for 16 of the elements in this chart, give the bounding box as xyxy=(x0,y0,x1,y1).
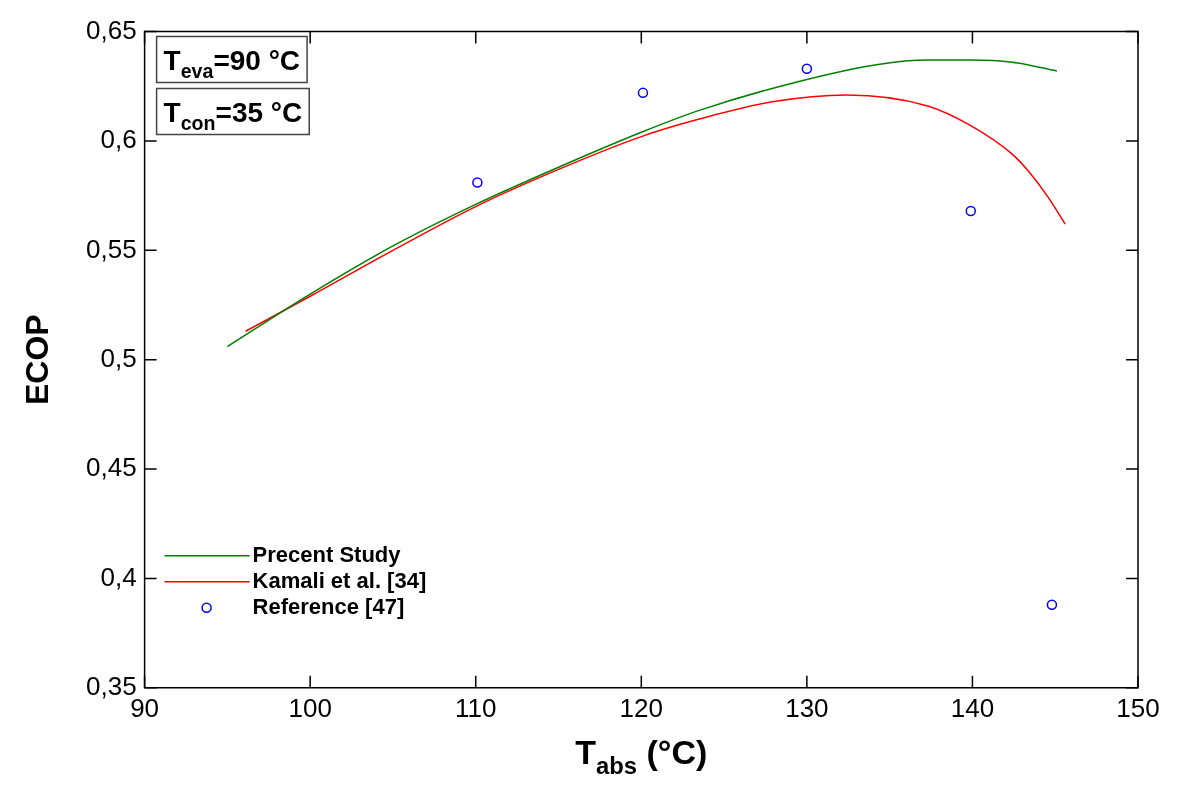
y-tick-label: 0,6 xyxy=(100,124,137,155)
x-tick-label: 140 xyxy=(950,692,995,723)
y-tick-label: 0,45 xyxy=(85,452,137,483)
x-tick-label: 150 xyxy=(1116,692,1160,723)
legend-label: Kamali et al. [34] xyxy=(252,567,427,593)
y-tick-label: 0,65 xyxy=(85,14,137,45)
y-axis-title: ECOP xyxy=(19,314,55,406)
y-tick-label: 0,4 xyxy=(100,561,137,592)
legend-label: Precent Study xyxy=(252,541,402,567)
y-tick-label: 0,55 xyxy=(85,233,137,264)
x-tick-label: 110 xyxy=(455,692,497,723)
y-tick-label: 0,5 xyxy=(100,342,137,373)
x-tick-label: 120 xyxy=(619,692,663,723)
x-tick-label: 130 xyxy=(785,692,829,723)
x-tick-label: 100 xyxy=(288,692,332,723)
legend-label: Reference [47] xyxy=(252,593,405,619)
